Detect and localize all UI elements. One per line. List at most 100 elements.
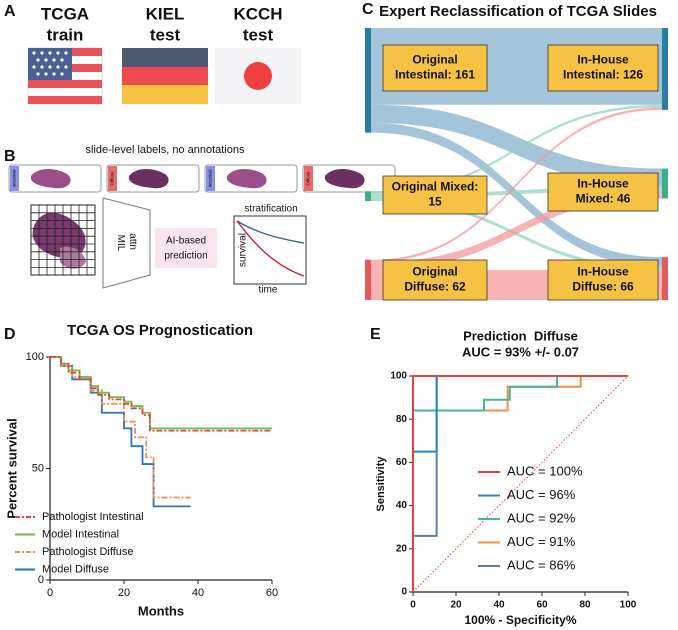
node-label-box [382,259,488,301]
y-tick-label: 0 [401,587,407,598]
panel-label: D [4,326,16,343]
legend-label: AUC = 91% [507,534,576,549]
legend-label: AUC = 96% [507,487,576,502]
node-label: Diffuse: 62 [404,280,466,294]
tissue [30,169,71,189]
x-tick-label: 80 [579,600,591,611]
cohort-name: TCGA [41,4,89,23]
panel-label: B [4,148,16,165]
slide-tag-label: Intestinal [12,169,17,187]
chart-title: TCGA OS Prognostication [67,322,253,339]
slide-tag-label: Intestinal [208,169,213,187]
panel-label: E [370,326,381,343]
panel-label: C [362,1,374,18]
x-tick-label: 60 [266,587,278,599]
series-line [50,356,191,499]
mil-block [102,197,151,289]
cohort-split: train [47,25,84,44]
node-label: Original Mixed: [392,180,479,194]
y-tick-label: 80 [396,414,408,425]
cohort-name: KIEL [146,4,185,23]
node-label: Original [412,53,457,67]
source-node [365,259,371,300]
target-node [662,28,668,110]
flow [371,190,662,271]
y-tick-label: 60 [396,457,408,468]
panel-label: A [4,3,16,20]
japan-flag [215,48,301,104]
x-tick-label: 20 [450,600,462,611]
x-tick-label: 40 [192,587,204,599]
mini-ylabel: survival [238,233,249,267]
slide-tag [304,166,313,191]
slide-tag-label: Diffuse [306,171,311,185]
tile-grid [30,204,96,276]
slide-tag [206,166,215,191]
target-node [662,168,668,199]
chart-title: Expert Reclassification of TCGA Slides [379,3,657,20]
y-tick-label: 20 [396,543,408,554]
node-label: Mixed: 46 [576,192,631,206]
cohort-name: KCCH [233,4,282,23]
node-label-box [382,175,488,215]
mil-line: attn [127,233,138,250]
node-label: Original [412,265,457,279]
us-flag [27,47,103,105]
node-label-box [547,259,659,301]
flow [371,104,662,187]
mil-line: MIL [115,235,126,252]
chart-subtitle: AUC = 93% +/- 0.07 [462,344,579,359]
y-tick-label: 0 [38,574,44,586]
x-tick-label: 20 [118,587,130,599]
target-node [662,257,668,300]
german-flag [122,48,208,104]
x-axis-label: 100% - Specificity% [464,613,576,627]
node-label: Intestinal: 126 [563,68,643,82]
y-axis-label: Percent survival [4,418,19,518]
node-label: Diffuse: 66 [572,280,634,294]
node-label: Intestinal: 161 [395,68,475,82]
node-label-box [547,44,659,92]
x-tick-label: 60 [536,600,548,611]
node-label-box [382,44,488,92]
mini-xlabel: time [259,285,278,296]
series-line [50,356,272,430]
source-node [365,28,371,133]
series-line [50,356,191,508]
cohort-split: test [150,25,181,44]
node-label-box [547,172,659,212]
prediction-line: AI-based [166,236,206,247]
slide-tag [108,166,117,191]
y-tick-label: 100 [390,371,407,382]
tissue [324,169,365,189]
legend-label: Pathologist Diffuse [42,546,134,558]
flow [371,107,662,263]
node-label: In-House [577,265,629,279]
prediction-box [155,228,217,268]
slide-tag [10,166,19,191]
legend-label: AUC = 100% [507,463,583,478]
slide-tag-label: Diffuse [110,171,115,185]
node-label: In-House [577,177,629,191]
y-tick-label: 40 [396,500,408,511]
legend-label: AUC = 86% [507,557,576,572]
slides: Intestinal Diffuse Intestinal Diffuse [8,164,396,193]
cohort-split: test [243,25,274,44]
x-tick-label: 0 [410,600,416,611]
y-tick-label: 50 [32,462,44,474]
mini-title: stratification [244,204,297,215]
legend-label: Model Diffuse [42,563,109,575]
caption: slide-level labels, no annotations [86,144,245,156]
y-axis-label: Sensitivity [375,456,387,512]
flow [371,104,662,194]
x-tick-label: 0 [47,587,53,599]
legend-label: Pathologist Intestinal [42,511,144,523]
series-line [50,356,272,432]
node-label: 15 [428,195,442,209]
mini-curve [236,220,305,244]
x-tick-label: 100 [620,600,637,611]
prediction-line: prediction [164,251,207,262]
tissue [226,169,267,189]
mini-curve [236,220,305,277]
